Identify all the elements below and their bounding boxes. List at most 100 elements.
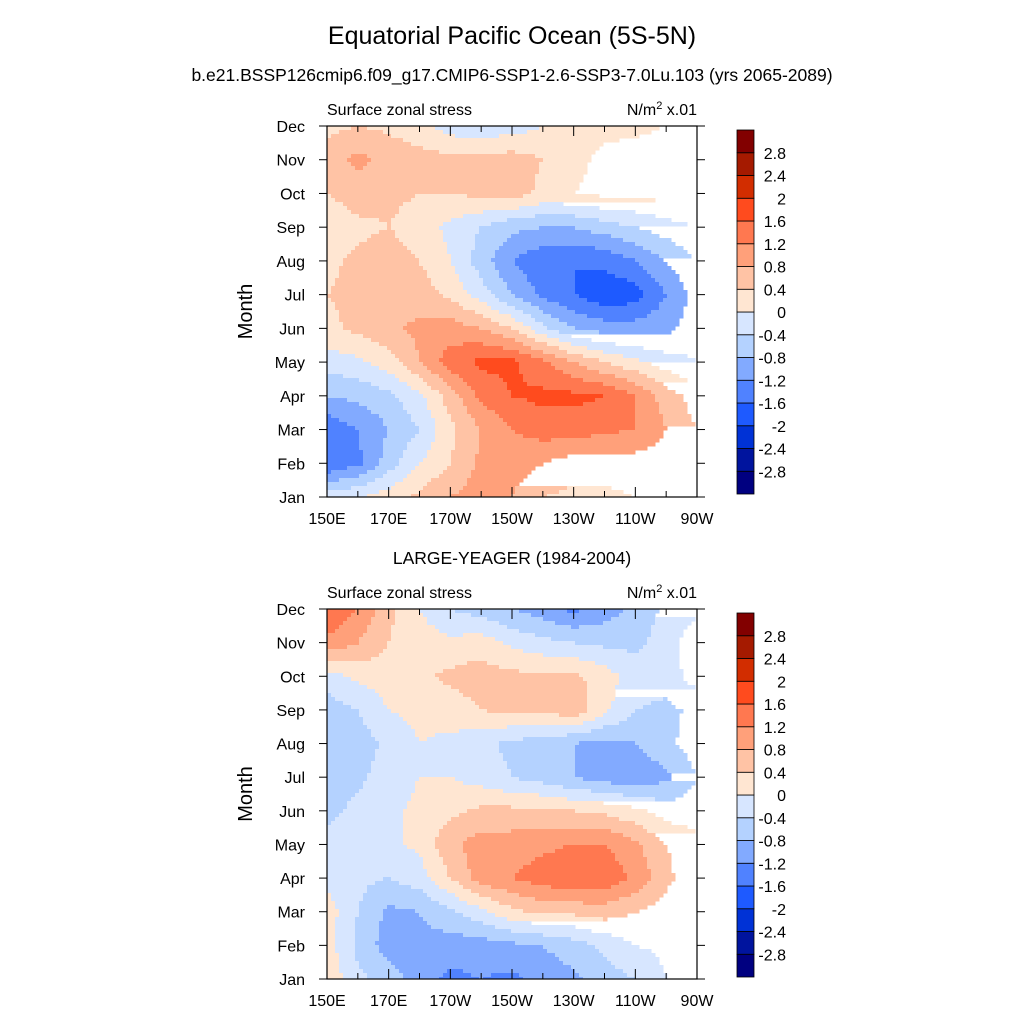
x-tick-label: 90W bbox=[681, 511, 715, 528]
y-tick-label: Jun bbox=[279, 321, 305, 338]
x-tick-label: 170W bbox=[429, 993, 472, 1010]
colorbar-label: -0.4 bbox=[758, 328, 786, 345]
colorbar-box bbox=[736, 840, 755, 864]
colorbar-label: -1.2 bbox=[758, 373, 786, 390]
x-tick-label: 90W bbox=[681, 993, 715, 1010]
y-tick-label: Aug bbox=[277, 254, 305, 271]
colorbar-box bbox=[736, 243, 755, 267]
colorbar-box bbox=[736, 448, 755, 472]
colorbar-label: -0.4 bbox=[758, 811, 786, 828]
colorbar-box bbox=[736, 931, 755, 955]
colorbar-label: 2.8 bbox=[764, 629, 786, 646]
panel-left-label: Surface zonal stress bbox=[327, 585, 472, 602]
y-tick-label: Jan bbox=[279, 972, 305, 989]
y-tick-label: May bbox=[275, 837, 305, 854]
colorbar-box bbox=[736, 311, 755, 336]
colorbar-label: 2.4 bbox=[764, 169, 786, 186]
colorbar-box bbox=[736, 862, 755, 887]
colorbar-box bbox=[736, 470, 755, 495]
y-tick-label: Apr bbox=[280, 871, 306, 888]
y-tick-label: Dec bbox=[277, 602, 305, 619]
colorbar-box bbox=[736, 953, 755, 978]
colorbar-label: 0 bbox=[777, 788, 786, 805]
y-tick-label: Feb bbox=[277, 456, 305, 473]
panel-1: Surface zonal stress N/m2 x.01 Jan Feb Mar Ap… bbox=[235, 100, 786, 528]
colorbar-box bbox=[736, 635, 755, 659]
panel-left-label: Surface zonal stress bbox=[327, 102, 472, 119]
colorbar-box bbox=[736, 197, 755, 222]
x-tick-label: 110W bbox=[615, 993, 657, 1010]
figure-title: Equatorial Pacific Ocean (5S-5N) bbox=[327, 22, 697, 50]
colorbar-label: -1.6 bbox=[758, 879, 786, 896]
colorbar-box bbox=[736, 794, 755, 819]
y-tick-label: Oct bbox=[280, 669, 305, 686]
colorbar-box bbox=[736, 612, 755, 637]
y-tick-label: Apr bbox=[280, 389, 306, 406]
y-tick-label: Jul bbox=[285, 770, 305, 787]
y-tick-label: Jan bbox=[279, 490, 305, 507]
colorbar-box bbox=[736, 152, 755, 176]
x-tick-label: 150W bbox=[491, 511, 534, 528]
x-tick-label: 170E bbox=[370, 511, 407, 528]
colorbar-label: 0 bbox=[777, 305, 786, 322]
colorbar-box bbox=[736, 658, 755, 682]
contour-fill bbox=[327, 126, 696, 498]
colorbar-box bbox=[736, 425, 755, 449]
colorbar-box bbox=[736, 220, 755, 245]
colorbar-label: 1.6 bbox=[764, 697, 786, 714]
colorbar-box bbox=[736, 908, 755, 932]
colorbar-label: 0.4 bbox=[764, 765, 786, 782]
x-tick-label: 170E bbox=[370, 993, 407, 1010]
colorbar: -2.8 -2.4 -2 -1.6 -1.2 -0.8 -0.4 0 0.4 0.8 1.2 1.6 2… bbox=[736, 129, 786, 495]
y-tick-label: Oct bbox=[280, 186, 305, 203]
y-tick-label: May bbox=[275, 355, 305, 372]
colorbar-label: -0.8 bbox=[758, 834, 786, 851]
colorbar-box bbox=[736, 749, 755, 773]
x-tick-label: 150E bbox=[308, 993, 345, 1010]
x-tick-label: 130W bbox=[553, 511, 596, 528]
y-tick-label: Mar bbox=[277, 905, 305, 922]
figure-subtitle: b.e21.BSSP126cmip6.f09_g17.CMIP6-SSP1-2.… bbox=[191, 65, 833, 85]
colorbar-label: 2.4 bbox=[764, 652, 786, 669]
colorbar-label: 1.6 bbox=[764, 214, 786, 231]
units-label: N/m2 x.01 bbox=[627, 583, 697, 602]
y-tick-label: Jun bbox=[279, 804, 305, 821]
colorbar-box bbox=[736, 703, 755, 728]
colorbar-box bbox=[736, 771, 755, 796]
panel-2: Surface zonal stress N/m2 x.01 Jan Feb Mar Ap… bbox=[235, 583, 786, 1010]
colorbar-box bbox=[736, 402, 755, 427]
colorbar-box bbox=[736, 379, 755, 404]
colorbar-label: 2 bbox=[777, 191, 786, 208]
y-tick-label: Nov bbox=[277, 153, 305, 170]
colorbar-label: -1.2 bbox=[758, 856, 786, 873]
y-tick-label: Feb bbox=[277, 938, 305, 955]
panel-2-title: LARGE-YEAGER (1984-2004) bbox=[392, 548, 632, 568]
colorbar: -2.8 -2.4 -2 -1.6 -1.2 -0.8 -0.4 0 0.4 0.8 1.2 1.6 2… bbox=[736, 612, 786, 978]
colorbar-box bbox=[736, 266, 755, 290]
colorbar-label: 0.8 bbox=[764, 743, 786, 760]
colorbar-label: -2 bbox=[772, 419, 786, 436]
colorbar-box bbox=[736, 885, 755, 910]
colorbar-label: -2.4 bbox=[758, 925, 786, 942]
y-tick-label: Sep bbox=[277, 703, 306, 720]
colorbar-label: 1.2 bbox=[764, 720, 786, 737]
x-tick-label: 150E bbox=[308, 511, 345, 528]
y-tick-label: Aug bbox=[277, 737, 305, 754]
colorbar-label: -2.4 bbox=[758, 442, 786, 459]
colorbar-box bbox=[736, 129, 755, 154]
y-tick-label: Sep bbox=[277, 220, 306, 237]
y-tick-label: Jul bbox=[285, 288, 305, 305]
colorbar-label: 0.8 bbox=[764, 260, 786, 277]
colorbar-box bbox=[736, 357, 755, 381]
x-tick-label: 110W bbox=[615, 511, 657, 528]
colorbar-label: -0.8 bbox=[758, 351, 786, 368]
colorbar-label: 1.2 bbox=[764, 237, 786, 254]
units-label: N/m2 x.01 bbox=[627, 100, 697, 119]
colorbar-label: -2.8 bbox=[758, 947, 786, 964]
y-tick-label: Dec bbox=[277, 119, 305, 136]
colorbar-label: -2 bbox=[772, 902, 786, 919]
colorbar-box bbox=[736, 175, 755, 199]
colorbar-box bbox=[736, 817, 755, 841]
colorbar-label: 2.8 bbox=[764, 146, 786, 163]
